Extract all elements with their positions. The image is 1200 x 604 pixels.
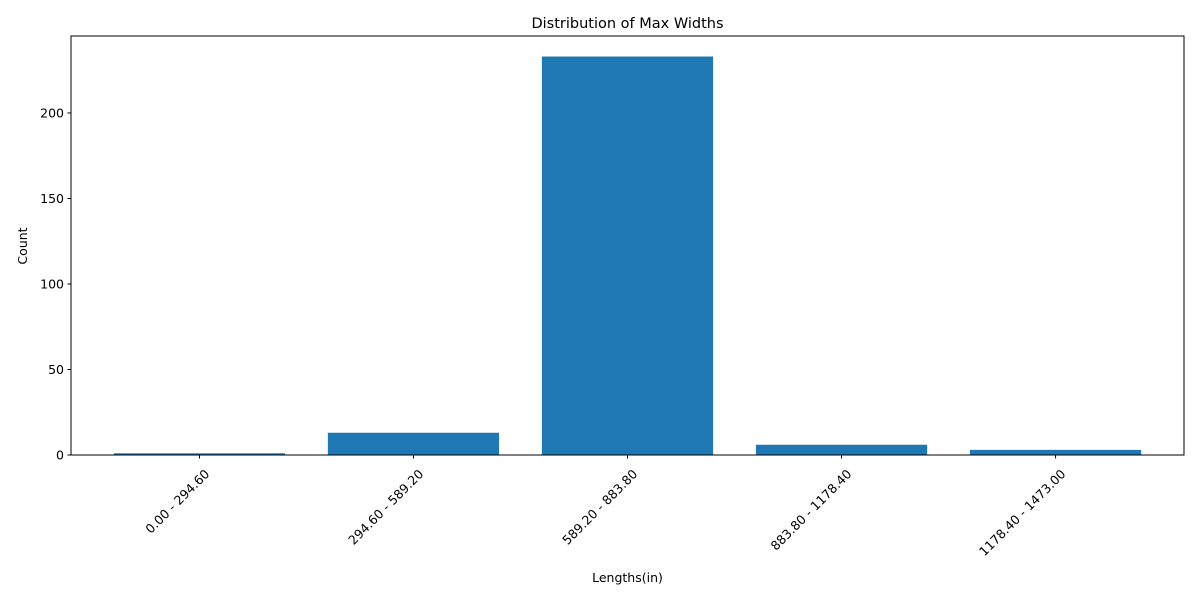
y-tick-label: 0	[56, 448, 64, 463]
y-axis-ticks: 0 50 100 150 200	[40, 105, 71, 463]
bar-5	[969, 449, 1142, 455]
bar-3	[541, 56, 714, 456]
chart-title: Distribution of Max Widths	[531, 16, 723, 32]
y-axis-label: Count	[15, 227, 30, 264]
y-tick-label: 200	[40, 105, 64, 120]
bar-4	[755, 444, 928, 455]
y-tick-label: 100	[40, 276, 64, 291]
bars-layer	[113, 56, 1142, 456]
y-tick-label: 50	[48, 362, 64, 377]
y-tick-label: 150	[40, 191, 64, 206]
x-axis-label: Lengths(in)	[592, 570, 663, 585]
plot-area-frame	[70, 35, 1185, 456]
bar-1	[113, 453, 286, 455]
bar-2	[327, 432, 500, 455]
